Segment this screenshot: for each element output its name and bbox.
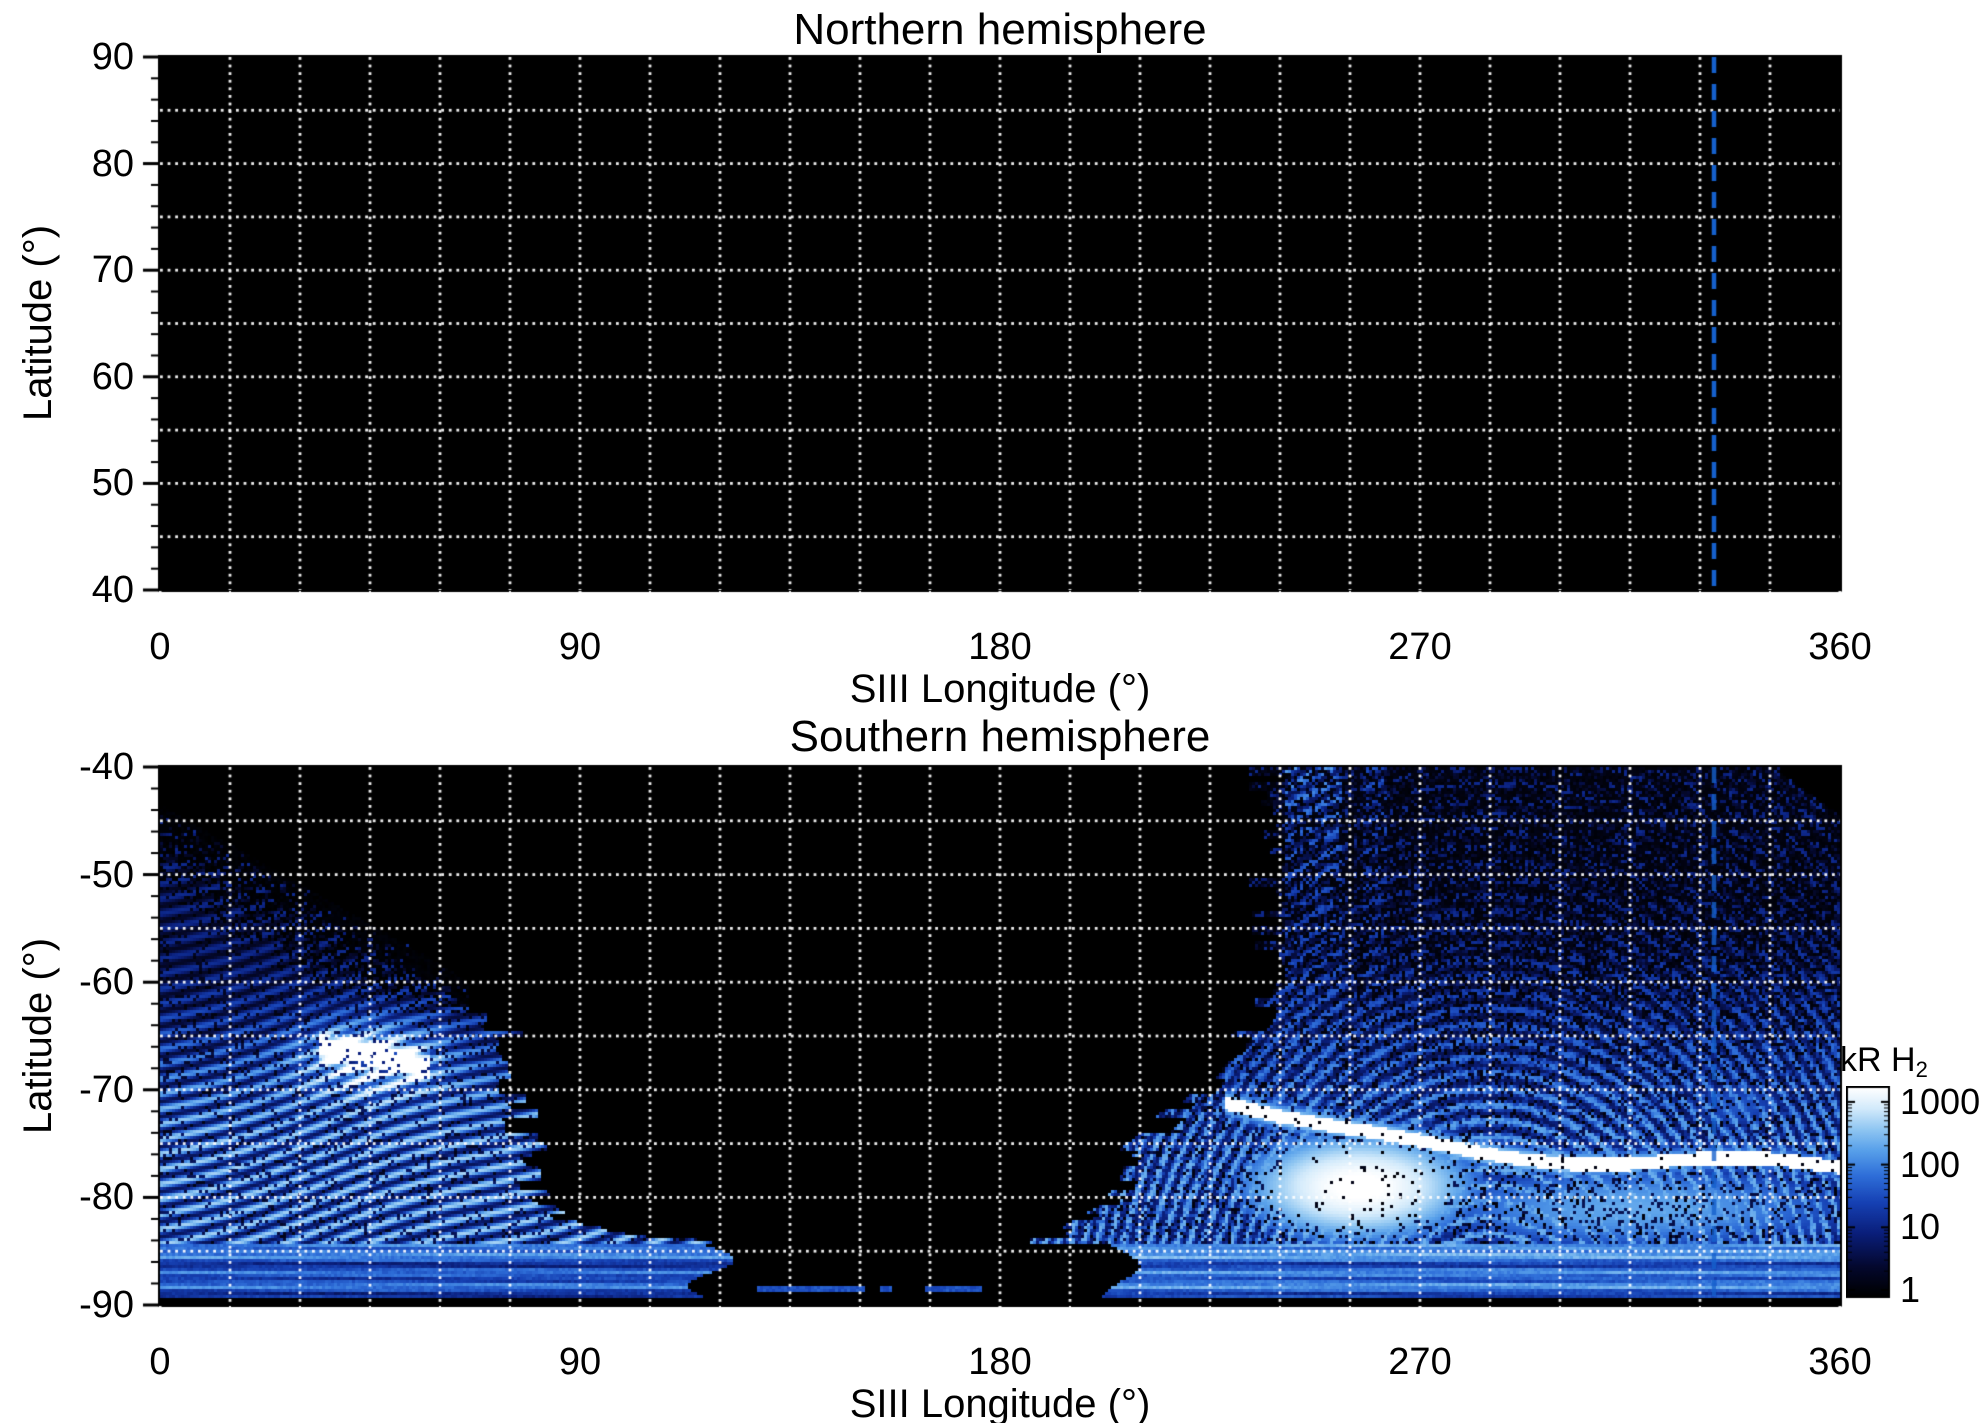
- north-x-axis-label: SIII Longitude (°): [849, 667, 1151, 711]
- south-y-tick-label: -70: [79, 1068, 134, 1111]
- south-heatmap-canvas: [110, 757, 1850, 1337]
- north-y-tick-label: 60: [91, 355, 134, 398]
- north-y-tick-label: 90: [91, 36, 134, 78]
- south-y-tick-label: -40: [79, 746, 134, 788]
- south-y-tick-label: -90: [79, 1284, 134, 1326]
- north-x-tick-label: 90: [558, 626, 602, 668]
- north-x-tick-label: 180: [968, 626, 1032, 668]
- north-y-tick-label: 70: [91, 249, 134, 292]
- colorbar-tick-label: 10: [1900, 1206, 1941, 1248]
- south-x-axis-label: SIII Longitude (°): [849, 1382, 1151, 1423]
- south-x-tick-label: 180: [968, 1341, 1032, 1383]
- north-x-tick-label: 270: [1388, 626, 1452, 668]
- north-y-axis-label: Latitude (°): [16, 224, 60, 422]
- south-y-tick-label: -80: [79, 1176, 134, 1219]
- colorbar-title: kR H2: [1840, 1042, 1928, 1088]
- north-panel-title: Northern hemisphere: [793, 5, 1207, 54]
- south-x-tick-label: 360: [1808, 1341, 1872, 1383]
- south-y-tick-label: -50: [79, 853, 134, 896]
- north-y-tick-label: 80: [91, 142, 134, 185]
- south-y-axis-label: Latitude (°): [16, 937, 60, 1135]
- colorbar-tick-label: 1000: [1900, 1080, 1981, 1122]
- north-heatmap-canvas: [110, 47, 1850, 622]
- south-y-tick-label: -60: [79, 961, 134, 1004]
- colorbar-gradient: [1846, 1086, 1894, 1302]
- colorbar-tick-label: 1: [1900, 1269, 1921, 1310]
- south-x-tick-label: 90: [558, 1341, 602, 1383]
- colorbar-title-text: kR H: [1840, 1041, 1916, 1079]
- south-panel-title: Southern hemisphere: [789, 712, 1211, 761]
- north-x-tick-label: 360: [1808, 626, 1872, 668]
- north-y-tick-label: 50: [91, 462, 134, 505]
- south-x-tick-label: 0: [149, 1341, 171, 1383]
- north-y-tick-label: 40: [91, 569, 134, 611]
- colorbar-title-subscript: 2: [1915, 1057, 1928, 1082]
- north-x-tick-label: 0: [149, 626, 171, 668]
- south-x-tick-label: 270: [1388, 1341, 1452, 1383]
- colorbar-tick-label: 100: [1900, 1143, 1961, 1185]
